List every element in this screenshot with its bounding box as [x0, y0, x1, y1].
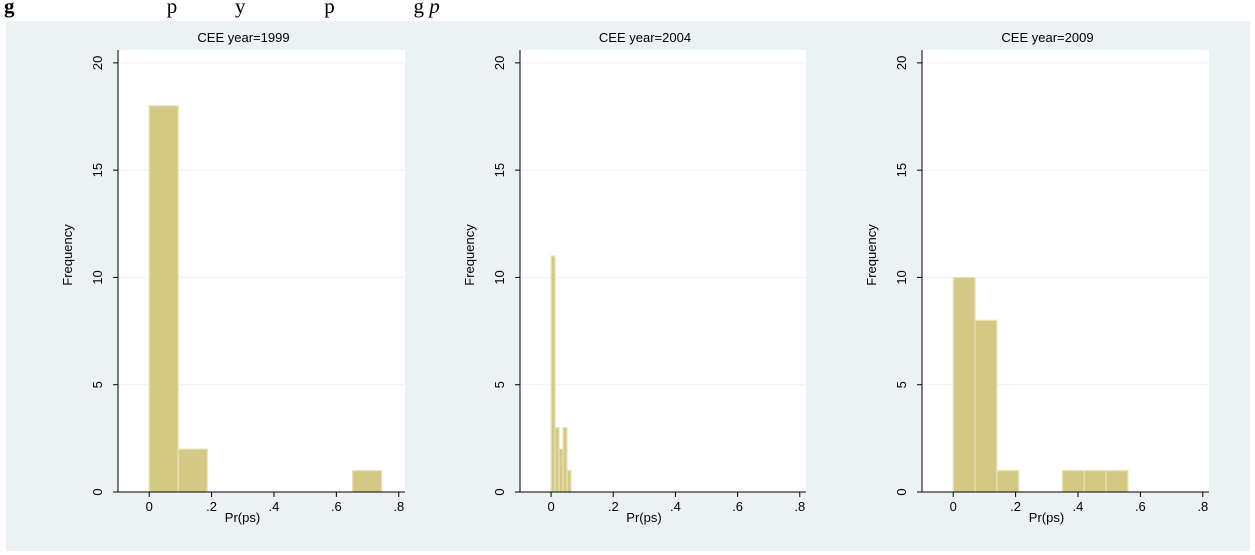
y-tick-label: 0	[894, 488, 909, 495]
x-tick-label: .8	[794, 499, 805, 514]
histogram-bar	[1061, 469, 1085, 493]
subplot-title: CEE year=2004	[599, 30, 691, 45]
histogram-bar	[974, 319, 998, 493]
histogram-bar	[148, 105, 179, 493]
y-tick-label: 20	[90, 56, 105, 70]
y-tick-label: 10	[90, 270, 105, 284]
subplot-2: 0 5 10 15 20 0 .2 .4 .6 .8 Pr(ps) Frequency CEE year…	[462, 30, 806, 525]
histogram-bar	[1083, 469, 1107, 493]
histogram-bar	[566, 469, 572, 493]
histogram-bar	[351, 469, 383, 493]
x-tick-label: .4	[269, 499, 280, 514]
y-tick-label: 20	[492, 56, 507, 70]
x-tick-label: .4	[1073, 499, 1084, 514]
x-tick-label: .6	[331, 499, 342, 514]
subplot-1: 0 5 10 15 20 0 .2 .4 .6 .8 Pr(ps) Frequency CEE year…	[60, 30, 405, 525]
caption-tail: p	[429, 0, 440, 18]
histogram-bar	[177, 448, 208, 493]
x-tick-label: 0	[547, 499, 554, 514]
y-tick-label: 10	[894, 270, 909, 284]
x-axis-label: Pr(ps)	[1029, 510, 1064, 525]
plot-area	[520, 50, 806, 492]
y-tick-label: 0	[492, 488, 507, 495]
x-tick-label: 0	[146, 499, 153, 514]
subplot-title: CEE year=2009	[1001, 30, 1093, 45]
y-axis-label: Frequency	[864, 224, 879, 286]
x-tick-label: .2	[206, 499, 217, 514]
y-tick-label: 5	[90, 381, 105, 388]
histogram-bar	[996, 469, 1020, 493]
x-axis-label: Pr(ps)	[225, 510, 260, 525]
subplot-title: CEE year=1999	[197, 30, 289, 45]
subplot-3: 0 5 10 15 20 0 .2 .4 .6 .8 Pr(ps) Frequency CEE year…	[864, 30, 1209, 525]
histogram-bar	[952, 276, 976, 493]
y-axis-label: Frequency	[60, 224, 75, 286]
y-tick-label: 5	[492, 381, 507, 388]
y-axis-label: Frequency	[462, 224, 477, 286]
histogram-bar	[1105, 469, 1129, 493]
caption-prefix: g	[4, 0, 15, 18]
x-tick-label: .2	[1010, 499, 1021, 514]
x-tick-label: .4	[670, 499, 681, 514]
x-tick-label: .2	[608, 499, 619, 514]
y-tick-label: 15	[90, 163, 105, 177]
y-tick-label: 5	[894, 381, 909, 388]
x-tick-label: .6	[1135, 499, 1146, 514]
x-axis-label: Pr(ps)	[626, 510, 661, 525]
x-tick-label: .8	[393, 499, 404, 514]
y-tick-label: 10	[492, 270, 507, 284]
x-tick-label: 0	[950, 499, 957, 514]
y-tick-label: 0	[90, 488, 105, 495]
figure-caption: g p y p g p	[4, 0, 440, 19]
y-tick-label: 15	[894, 163, 909, 177]
x-tick-label: .8	[1197, 499, 1208, 514]
y-tick-label: 15	[492, 163, 507, 177]
x-tick-label: .6	[732, 499, 743, 514]
caption-middle: p y p g	[14, 0, 430, 18]
y-tick-label: 20	[894, 56, 909, 70]
